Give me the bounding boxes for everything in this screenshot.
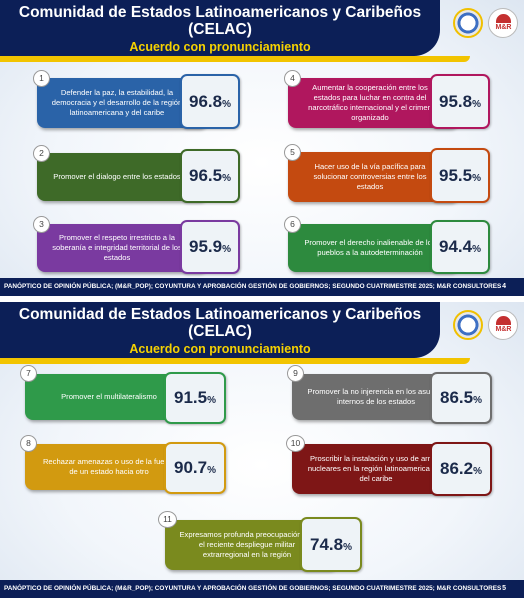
item-value: 86.2 <box>440 459 474 478</box>
item-value: 95.5 <box>439 165 473 185</box>
item-card-6: Promover el derecho inalienable de los p… <box>288 224 458 272</box>
item-text: Promover el respeto irrestricto a la sob… <box>52 233 182 262</box>
slide-header: Comunidad de Estados Latinoamericanos y … <box>0 0 440 56</box>
percent-sign: % <box>222 98 231 110</box>
item-number-badge: 4 <box>284 70 301 87</box>
item-number-badge: 1 <box>33 70 50 87</box>
item-number-badge: 3 <box>33 216 50 233</box>
percent-sign: % <box>472 244 481 255</box>
item-value: 95.9 <box>189 237 223 256</box>
slide-header: Comunidad de Estados Latinoamericanos y … <box>0 302 440 358</box>
percent-sign: % <box>472 172 481 184</box>
item-card-1: Defender la paz, la estabilidad, la demo… <box>37 78 207 128</box>
percent-sign: % <box>473 395 482 406</box>
item-value-box-2: 96.5% <box>180 149 240 203</box>
item-card-4: Aumentar la cooperación entre los estado… <box>288 78 458 128</box>
page-title: Comunidad de Estados Latinoamericanos y … <box>18 306 422 340</box>
slide-footer: PANÓPTICO DE OPINIÓN PÚBLICA; (M&R_POP);… <box>0 278 524 296</box>
item-value: 94.4 <box>439 237 473 256</box>
item-card-2: Promover el dialogo entre los estados <box>37 153 207 201</box>
item-value-box-10: 86.2% <box>430 442 492 496</box>
item-text: Hacer uso de la vía pacífica para soluci… <box>313 162 427 191</box>
slide-separator <box>0 296 524 302</box>
mr-consultores-logo-icon: M&R <box>488 8 518 38</box>
slide-4: Comunidad de Estados Latinoamericanos y … <box>0 0 524 296</box>
percent-sign: % <box>207 395 216 406</box>
item-text: Promover la no injerencia en los asuntos… <box>307 387 445 406</box>
item-number-badge: 6 <box>284 216 301 233</box>
percent-sign: % <box>222 244 231 255</box>
item-value-box-1: 96.8% <box>180 74 240 129</box>
percent-sign: % <box>343 541 352 553</box>
item-number-badge: 7 <box>20 365 37 382</box>
percent-sign: % <box>207 465 216 476</box>
item-text: Proscribir la instalación y uso de armas… <box>307 454 445 483</box>
celac-logo-icon <box>453 8 483 38</box>
item-text: Defender la paz, la estabilidad, la demo… <box>51 88 183 117</box>
item-value: 74.8 <box>310 534 344 554</box>
item-text: Expresamos profunda preocupación por el … <box>179 530 315 559</box>
item-value-box-6: 94.4% <box>430 220 490 274</box>
item-value: 95.8 <box>439 91 473 111</box>
page-subtitle: Acuerdo con pronunciamiento <box>129 342 311 356</box>
percent-sign: % <box>222 173 231 184</box>
page-subtitle: Acuerdo con pronunciamiento <box>129 40 311 54</box>
item-number-badge: 9 <box>287 365 304 382</box>
item-value-box-11: 74.8% <box>300 517 362 572</box>
item-value: 86.5 <box>440 388 474 407</box>
item-text: Rechazar amenazas o uso de la fuerza de … <box>42 457 176 476</box>
item-value-box-4: 95.8% <box>430 74 490 129</box>
item-value: 90.7 <box>174 458 208 477</box>
slide-footer: PANÓPTICO DE OPINIÓN PÚBLICA; (M&R_POP);… <box>0 580 524 598</box>
mr-consultores-logo-icon: M&R <box>488 310 518 340</box>
footer-source: PANÓPTICO DE OPINIÓN PÚBLICA; (M&R_POP);… <box>4 585 502 592</box>
slide-5: Comunidad de Estados Latinoamericanos y … <box>0 302 524 598</box>
item-value: 91.5 <box>174 388 208 407</box>
footer-source: PANÓPTICO DE OPINIÓN PÚBLICA; (M&R_POP);… <box>4 283 502 290</box>
item-number-badge: 8 <box>20 435 37 452</box>
item-value-box-8: 90.7% <box>164 442 226 494</box>
item-value-box-3: 95.9% <box>180 220 240 274</box>
percent-sign: % <box>472 98 481 110</box>
page-number: 4 <box>502 283 506 290</box>
item-text: Promover el multilateralismo <box>61 392 157 401</box>
item-card-5: Hacer uso de la vía pacífica para soluci… <box>288 152 458 202</box>
item-number-badge: 5 <box>284 144 301 161</box>
item-number-badge: 10 <box>286 435 305 452</box>
item-text: Aumentar la cooperación entre los estado… <box>308 83 432 122</box>
page-number: 5 <box>502 585 506 592</box>
item-number-badge: 2 <box>33 145 50 162</box>
item-text: Promover el dialogo entre los estados <box>53 172 181 181</box>
celac-logo-icon <box>453 310 483 340</box>
percent-sign: % <box>473 466 482 477</box>
item-value: 96.5 <box>189 166 223 185</box>
item-number-badge: 11 <box>158 511 177 528</box>
header-stripe <box>0 358 470 364</box>
item-text: Promover el derecho inalienable de los p… <box>304 238 436 257</box>
page-title: Comunidad de Estados Latinoamericanos y … <box>18 4 422 38</box>
item-value-box-7: 91.5% <box>164 372 226 424</box>
item-value-box-5: 95.5% <box>430 148 490 203</box>
header-stripe <box>0 56 470 62</box>
item-value: 96.8 <box>189 91 223 111</box>
item-card-3: Promover el respeto irrestricto a la sob… <box>37 224 207 272</box>
item-value-box-9: 86.5% <box>430 372 492 424</box>
